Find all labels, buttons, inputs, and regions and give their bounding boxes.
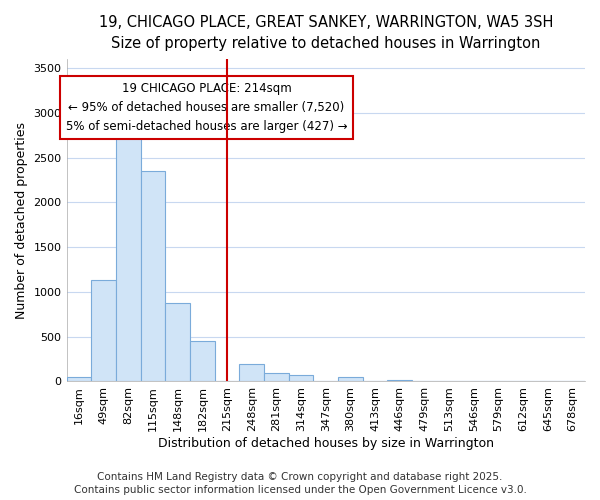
Bar	[67, 377, 91, 382]
Text: 19 CHICAGO PLACE: 214sqm
← 95% of detached houses are smaller (7,520)
5% of semi: 19 CHICAGO PLACE: 214sqm ← 95% of detach…	[66, 82, 347, 132]
Text: Contains HM Land Registry data © Crown copyright and database right 2025.
Contai: Contains HM Land Registry data © Crown c…	[74, 472, 526, 495]
X-axis label: Distribution of detached houses by size in Warrington: Distribution of detached houses by size …	[158, 437, 494, 450]
Bar	[91, 280, 116, 382]
Bar	[190, 341, 215, 382]
Title: 19, CHICAGO PLACE, GREAT SANKEY, WARRINGTON, WA5 3SH
Size of property relative t: 19, CHICAGO PLACE, GREAT SANKEY, WARRING…	[98, 15, 553, 51]
Y-axis label: Number of detached properties: Number of detached properties	[15, 122, 28, 319]
Bar	[140, 171, 165, 382]
Bar	[388, 380, 412, 382]
Bar	[239, 364, 264, 382]
Bar	[116, 133, 140, 382]
Bar	[289, 374, 313, 382]
Bar	[165, 303, 190, 382]
Bar	[338, 377, 363, 382]
Bar	[264, 372, 289, 382]
